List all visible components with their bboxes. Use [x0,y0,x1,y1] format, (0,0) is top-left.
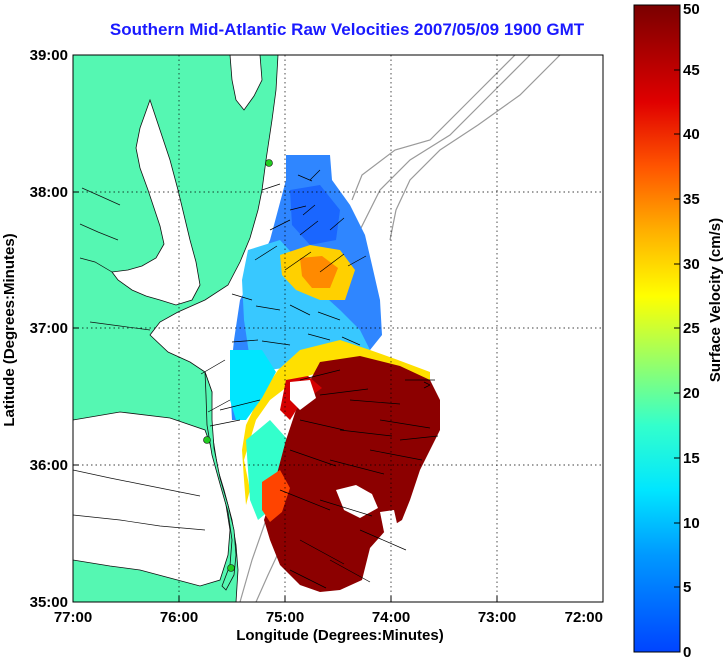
colorbar-tick-labels: 0 5 10 15 20 25 30 35 40 45 50 [683,1,700,659]
cb-tick-7: 35 [683,191,700,208]
y-axis-label: Latitude (Degrees:Minutes) [1,233,18,426]
x-tick-labels: 77:00 76:00 75:00 74:00 73:00 72:00 [54,609,603,626]
x-tick-4: 73:00 [478,609,516,626]
map-title: Southern Mid-Atlantic Raw Velocities 200… [109,20,585,39]
cb-tick-10: 50 [683,1,700,18]
x-tick-5: 72:00 [565,609,603,626]
cb-tick-1: 5 [683,579,691,596]
cb-tick-5: 25 [683,320,700,337]
cb-tick-8: 40 [683,126,700,143]
current-vectors [200,169,439,589]
y-tick-2: 37:00 [30,320,68,337]
y-tick-labels: 39:00 38:00 37:00 36:00 35:00 [30,47,68,611]
grid-lines [73,55,603,602]
cb-tick-9: 45 [683,62,700,79]
station-marker-north [265,159,273,167]
velocity-field [230,155,440,592]
y-tick-1: 38:00 [30,184,68,201]
pamlico-sound [73,411,231,587]
colorbar [633,4,681,653]
station-marker-middle [203,436,211,444]
y-tick-0: 39:00 [30,47,68,64]
chesapeake-bay [111,98,201,306]
cb-tick-2: 10 [683,515,700,532]
cb-tick-6: 30 [683,256,700,273]
colorbar-label: Surface Velocity (cm/s) [707,218,724,382]
rivers [73,187,206,531]
x-axis-label: Longitude (Degrees:Minutes) [236,627,444,644]
delaware-bay [229,55,263,111]
cb-tick-3: 15 [683,450,700,467]
colorbar-ticks [674,4,680,653]
cb-tick-0: 0 [683,644,691,659]
x-tick-0: 77:00 [54,609,92,626]
cb-tick-4: 20 [683,385,700,402]
x-tick-1: 76:00 [160,609,198,626]
y-tick-4: 35:00 [30,594,68,611]
x-tick-2: 75:00 [266,609,304,626]
y-tick-3: 36:00 [30,457,68,474]
outer-banks [204,371,237,591]
tick-marks [73,191,498,602]
x-tick-3: 74:00 [372,609,410,626]
station-marker-south [227,564,235,572]
